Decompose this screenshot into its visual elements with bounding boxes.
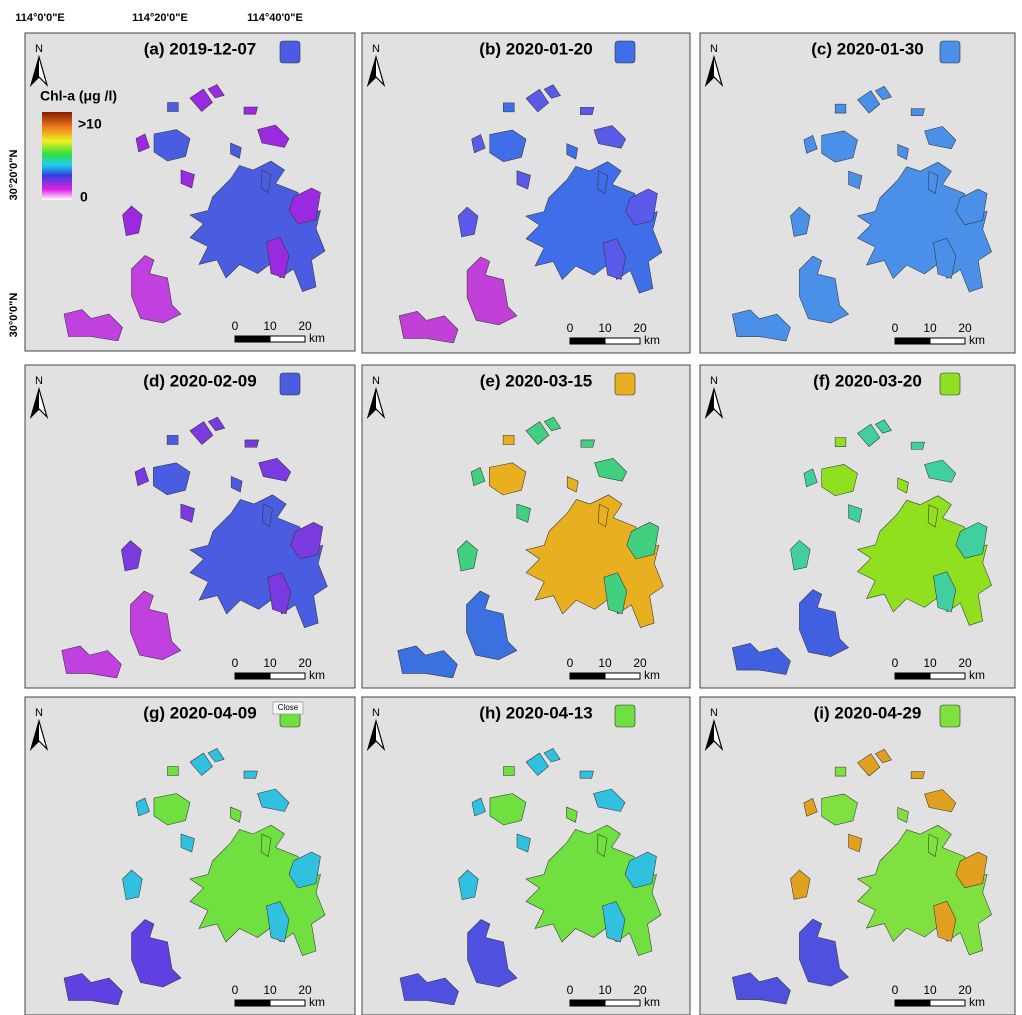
panel-title: (b) 2020-01-20 bbox=[479, 39, 592, 58]
scale-label: 10 bbox=[263, 983, 277, 997]
scale-unit: km bbox=[309, 668, 325, 682]
scale-label: 10 bbox=[923, 983, 937, 997]
panel-frame bbox=[700, 33, 1015, 353]
scale-label: 0 bbox=[892, 983, 899, 997]
inset-lake bbox=[615, 373, 635, 395]
panel-title: (h) 2020-04-13 bbox=[479, 703, 592, 722]
inset-lake bbox=[280, 41, 300, 63]
scale-unit: km bbox=[644, 333, 660, 347]
north-label: N bbox=[35, 707, 43, 719]
scale-bar-black bbox=[235, 336, 270, 342]
inset-lake bbox=[280, 373, 300, 395]
longitude-label: 114°40'0"E bbox=[247, 12, 303, 24]
scale-unit: km bbox=[644, 995, 660, 1009]
north-label: N bbox=[35, 375, 43, 387]
scale-bar-black bbox=[895, 673, 930, 679]
longitude-label: 114°0'0"E bbox=[15, 12, 65, 24]
tooltip-text: Close bbox=[278, 703, 299, 712]
scale-label: 10 bbox=[923, 321, 937, 335]
scale-bar-white bbox=[930, 1000, 965, 1006]
scale-label: 0 bbox=[232, 983, 239, 997]
scale-bar-white bbox=[270, 1000, 305, 1006]
north-label: N bbox=[372, 43, 380, 55]
legend-min: 0 bbox=[80, 189, 88, 205]
north-label: N bbox=[372, 707, 380, 719]
panel-title: (e) 2020-03-15 bbox=[480, 371, 592, 390]
scale-label: 10 bbox=[263, 319, 277, 333]
scale-bar-white bbox=[930, 673, 965, 679]
scale-bar-black bbox=[895, 1000, 930, 1006]
panel-title: (c) 2020-01-30 bbox=[811, 39, 923, 58]
scale-unit: km bbox=[309, 995, 325, 1009]
scale-label: 0 bbox=[892, 656, 899, 670]
scale-bar-white bbox=[605, 673, 640, 679]
scale-label: 10 bbox=[598, 321, 612, 335]
north-label: N bbox=[710, 707, 718, 719]
scale-bar-black bbox=[235, 673, 270, 679]
scale-label: 0 bbox=[232, 656, 239, 670]
scale-unit: km bbox=[969, 995, 985, 1009]
scale-bar-white bbox=[270, 673, 305, 679]
scale-unit: km bbox=[309, 331, 325, 345]
inset-lake bbox=[940, 705, 960, 727]
inset-lake bbox=[940, 373, 960, 395]
legend-colorbar bbox=[42, 112, 72, 200]
scale-unit: km bbox=[644, 668, 660, 682]
scale-label: 10 bbox=[598, 656, 612, 670]
scale-bar-black bbox=[570, 1000, 605, 1006]
inset-lake bbox=[615, 41, 635, 63]
north-label: N bbox=[710, 375, 718, 387]
longitude-label: 114°20'0"E bbox=[132, 12, 188, 24]
scale-bar-black bbox=[570, 673, 605, 679]
latitude-label: 30°0'0"N bbox=[8, 293, 20, 338]
scale-label: 10 bbox=[598, 983, 612, 997]
scale-label: 0 bbox=[892, 321, 899, 335]
scale-bar-black bbox=[235, 1000, 270, 1006]
panel-title: (g) 2020-04-09 bbox=[143, 703, 256, 722]
scale-bar-white bbox=[605, 1000, 640, 1006]
panel-frame bbox=[700, 365, 1015, 688]
scale-unit: km bbox=[969, 333, 985, 347]
scale-bar-white bbox=[270, 336, 305, 342]
scale-bar-white bbox=[605, 338, 640, 344]
scale-label: 0 bbox=[232, 319, 239, 333]
panel-title: (f) 2020-03-20 bbox=[813, 371, 922, 390]
scale-label: 0 bbox=[567, 321, 574, 335]
latitude-label: 30°20'0"N bbox=[8, 150, 20, 201]
scale-bar-white bbox=[930, 338, 965, 344]
scale-bar-black bbox=[570, 338, 605, 344]
north-label: N bbox=[35, 43, 43, 55]
scale-label: 10 bbox=[263, 656, 277, 670]
scale-label: 10 bbox=[923, 656, 937, 670]
scale-bar-black bbox=[895, 338, 930, 344]
scale-label: 0 bbox=[567, 983, 574, 997]
panel-title: (a) 2019-12-07 bbox=[144, 39, 256, 58]
north-label: N bbox=[372, 375, 380, 387]
legend-max: >10 bbox=[78, 116, 102, 132]
inset-lake bbox=[940, 41, 960, 63]
inset-lake bbox=[615, 705, 635, 727]
map-panel: N(a) 2019-12-0701020km bbox=[25, 33, 355, 351]
scale-label: 0 bbox=[567, 656, 574, 670]
panel-title: (d) 2020-02-09 bbox=[143, 371, 256, 390]
north-label: N bbox=[710, 43, 718, 55]
legend-title: Chl-a (μg /l) bbox=[40, 88, 117, 104]
figure: N(a) 2019-12-0701020kmN(b) 2020-01-20010… bbox=[0, 0, 1022, 1015]
panel-frame bbox=[700, 697, 1015, 1015]
panel-title: (i) 2020-04-29 bbox=[814, 703, 922, 722]
scale-unit: km bbox=[969, 668, 985, 682]
